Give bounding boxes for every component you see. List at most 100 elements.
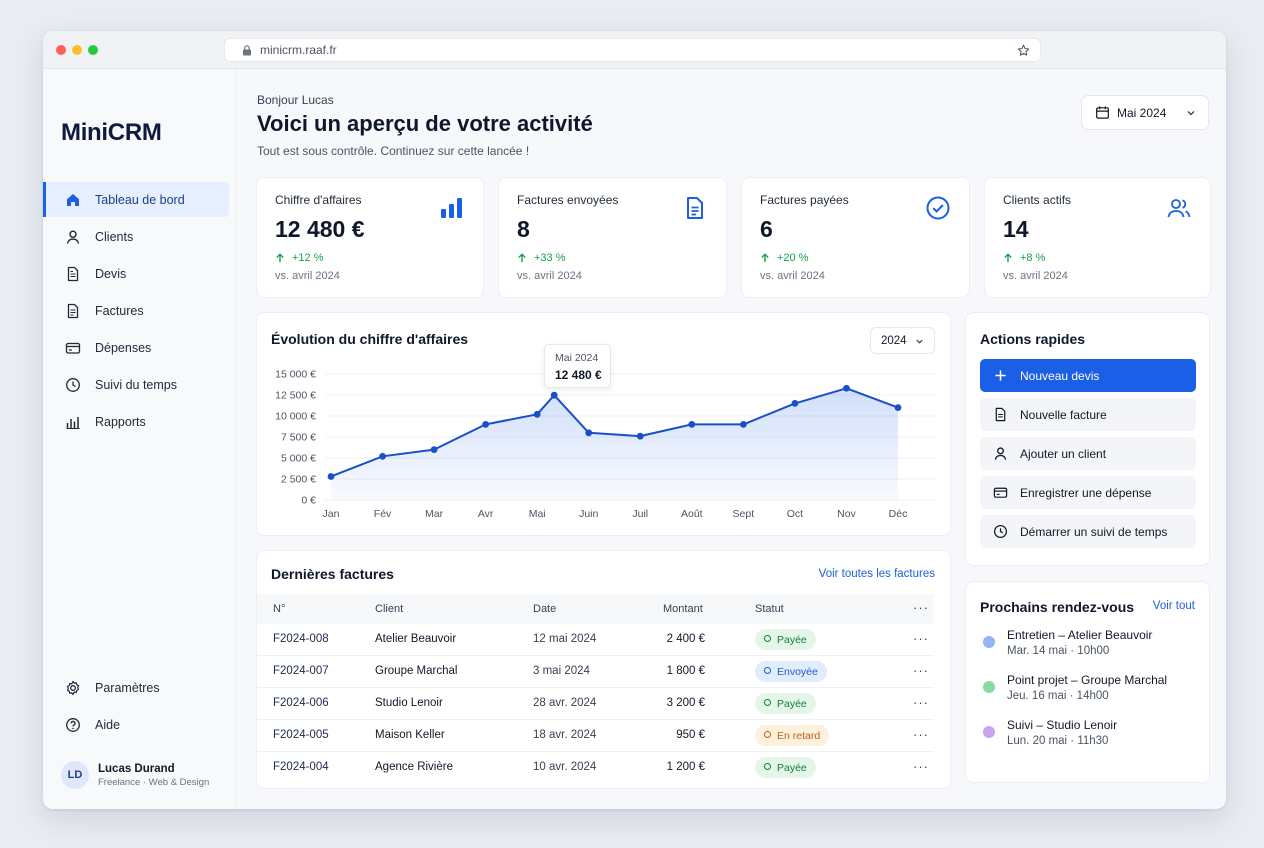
row-actions-icon[interactable]: ··· (913, 759, 929, 774)
new-invoice-button[interactable]: Nouvelle facture (980, 398, 1196, 431)
invoice-icon (67, 303, 79, 318)
invoice-number[interactable]: F2024-006 (273, 697, 329, 709)
x-tick-label: Avr (478, 508, 494, 520)
kpi-delta: +12 % (275, 252, 324, 264)
appointment-title[interactable]: Point projet – Groupe Marchal (1007, 673, 1168, 687)
table-row[interactable]: F2024-007 Groupe Marchal 3 mai 2024 1 800 €… (257, 656, 934, 688)
main-content: Bonjour Lucas Voici un aperçu de votre a… (236, 69, 1226, 809)
greeting: Bonjour Lucas (257, 93, 334, 107)
kpi-value: 14 (1003, 216, 1029, 242)
chart-data-point[interactable] (533, 410, 541, 418)
help-icon (66, 717, 80, 732)
chart-data-point[interactable] (482, 421, 490, 428)
period-select[interactable]: Mai 2024 (1081, 95, 1209, 130)
chart-data-point[interactable] (379, 452, 386, 460)
chart-data-point[interactable] (327, 473, 335, 480)
chart-data-point[interactable] (550, 391, 558, 399)
invoices-card: Dernières factures Voir toutes les factu… (256, 550, 951, 789)
chart-data-point[interactable] (791, 400, 799, 407)
invoice-number[interactable]: F2024-007 (273, 665, 329, 677)
start-time-tracking-button[interactable]: Démarrer un suivi de temps (980, 515, 1196, 548)
sidebar-nav: Tableau de bord Clients Devis Factures D… (43, 182, 236, 441)
kpi-card-invoices-sent[interactable]: Factures envoyées 8 +33 % vs. avril 2024 (498, 177, 727, 298)
kpi-compare: vs. avril 2024 (517, 270, 582, 282)
year-select[interactable]: 2024 (870, 327, 935, 354)
chart-data-point[interactable] (585, 429, 593, 437)
y-tick-label: 12 500 € (275, 390, 316, 402)
x-tick-label: Oct (787, 508, 803, 520)
kpi-card-invoices-paid[interactable]: Factures payées 6 +20 % vs. avril 2024 (741, 177, 970, 298)
invoice-number[interactable]: F2024-008 (273, 633, 329, 645)
gear-icon (66, 680, 80, 695)
page-subtitle: Tout est sous contrôle. Continuez sur ce… (257, 144, 530, 158)
kpi-label: Clients actifs (1003, 193, 1072, 207)
kpi-label: Factures payées (760, 193, 849, 207)
invoice-number[interactable]: F2024-005 (273, 729, 329, 741)
kpi-card-revenue[interactable]: Chiffre d'affaires 12 480 € +12 % vs. av… (256, 177, 484, 298)
new-quote-button[interactable]: Nouveau devis (980, 359, 1196, 392)
chart-data-point[interactable] (843, 384, 850, 392)
kpi-card-active-clients[interactable]: Clients actifs 14 +8 % vs. avril 2024 (984, 177, 1211, 298)
sidebar-item-clients[interactable]: Clients (43, 219, 236, 254)
invoice-amount: 2 400 € (666, 633, 705, 645)
table-row[interactable]: F2024-004 Agence Rivière 10 avr. 2024 1 200… (257, 752, 934, 784)
sidebar-item-invoices[interactable]: Factures (43, 293, 236, 328)
invoice-amount: 1 200 € (666, 761, 705, 773)
user-profile[interactable]: LD Lucas Durand Freelance · Web & Design (61, 761, 209, 789)
sidebar-item-time-tracking[interactable]: Suivi du temps (43, 367, 236, 402)
chart-data-point[interactable] (739, 421, 747, 428)
sidebar-item-settings[interactable]: Paramètres (43, 670, 236, 705)
table-row[interactable]: F2024-006 Studio Lenoir 28 avr. 2024 3 200 … (257, 688, 934, 720)
maximize-window-button[interactable] (88, 45, 98, 55)
appointment-dot (983, 681, 995, 693)
invoice-date: 10 avr. 2024 (533, 761, 597, 773)
bookmark-star-icon[interactable] (1017, 44, 1030, 57)
sidebar-item-quotes[interactable]: Devis (43, 256, 236, 291)
kpi-value: 8 (517, 216, 530, 242)
sidebar-item-help[interactable]: Aide (43, 707, 236, 742)
kpi-delta-value: +20 % (777, 252, 809, 264)
minimize-window-button[interactable] (72, 45, 82, 55)
user-icon (66, 229, 80, 244)
invoices-title: Dernières factures (271, 566, 394, 582)
sidebar-item-expenses[interactable]: Dépenses (43, 330, 236, 365)
view-all-invoices-link[interactable]: Voir toutes les factures (818, 568, 935, 580)
user-role: Freelance · Web & Design (98, 776, 210, 788)
invoice-client: Agence Rivière (375, 761, 453, 773)
chart-data-point[interactable] (894, 404, 902, 411)
record-expense-button[interactable]: Enregistrer une dépense (980, 476, 1196, 509)
arrow-up-icon (518, 253, 526, 262)
row-actions-icon[interactable]: ··· (913, 727, 929, 742)
row-actions-icon[interactable]: ··· (913, 631, 929, 646)
sidebar-item-reports[interactable]: Rapports (43, 404, 236, 439)
add-client-button[interactable]: Ajouter un client (980, 437, 1196, 470)
kpi-label: Chiffre d'affaires (275, 193, 362, 207)
sidebar-item-dashboard[interactable]: Tableau de bord (43, 182, 229, 217)
arrow-up-icon (761, 253, 769, 262)
card-icon (65, 342, 81, 354)
invoice-number[interactable]: F2024-004 (273, 761, 329, 773)
x-tick-label: Juil (632, 508, 648, 520)
chart-data-point[interactable] (430, 446, 438, 453)
invoice-date: 3 mai 2024 (533, 665, 590, 677)
chart-data-point[interactable] (636, 432, 644, 440)
row-actions-icon[interactable]: ··· (913, 695, 929, 710)
view-all-appointments-link[interactable]: Voir tout (1152, 600, 1195, 612)
card-icon (993, 487, 1008, 498)
address-bar[interactable]: minicrm.raaf.fr (224, 38, 1041, 62)
appointment-title[interactable]: Suivi – Studio Lenoir (1007, 718, 1118, 732)
row-actions-icon[interactable]: ··· (913, 663, 929, 678)
users-icon (1167, 199, 1191, 218)
period-value: Mai 2024 (1117, 105, 1167, 120)
appointment-title[interactable]: Entretien – Atelier Beauvoir (1007, 628, 1153, 642)
sidebar-item-label: Suivi du temps (95, 377, 177, 392)
more-options-icon[interactable]: ··· (913, 600, 929, 615)
chart-data-point[interactable] (688, 421, 696, 428)
avatar: LD (61, 761, 89, 789)
app-logo[interactable]: MiniCRM (61, 119, 162, 146)
kpi-label: Factures envoyées (517, 193, 619, 207)
table-row[interactable]: F2024-008 Atelier Beauvoir 12 mai 2024 2 40… (257, 624, 934, 656)
column-status: Statut (755, 603, 784, 615)
table-row[interactable]: F2024-005 Maison Keller 18 avr. 2024 950 € E… (257, 720, 934, 752)
close-window-button[interactable] (56, 45, 66, 55)
